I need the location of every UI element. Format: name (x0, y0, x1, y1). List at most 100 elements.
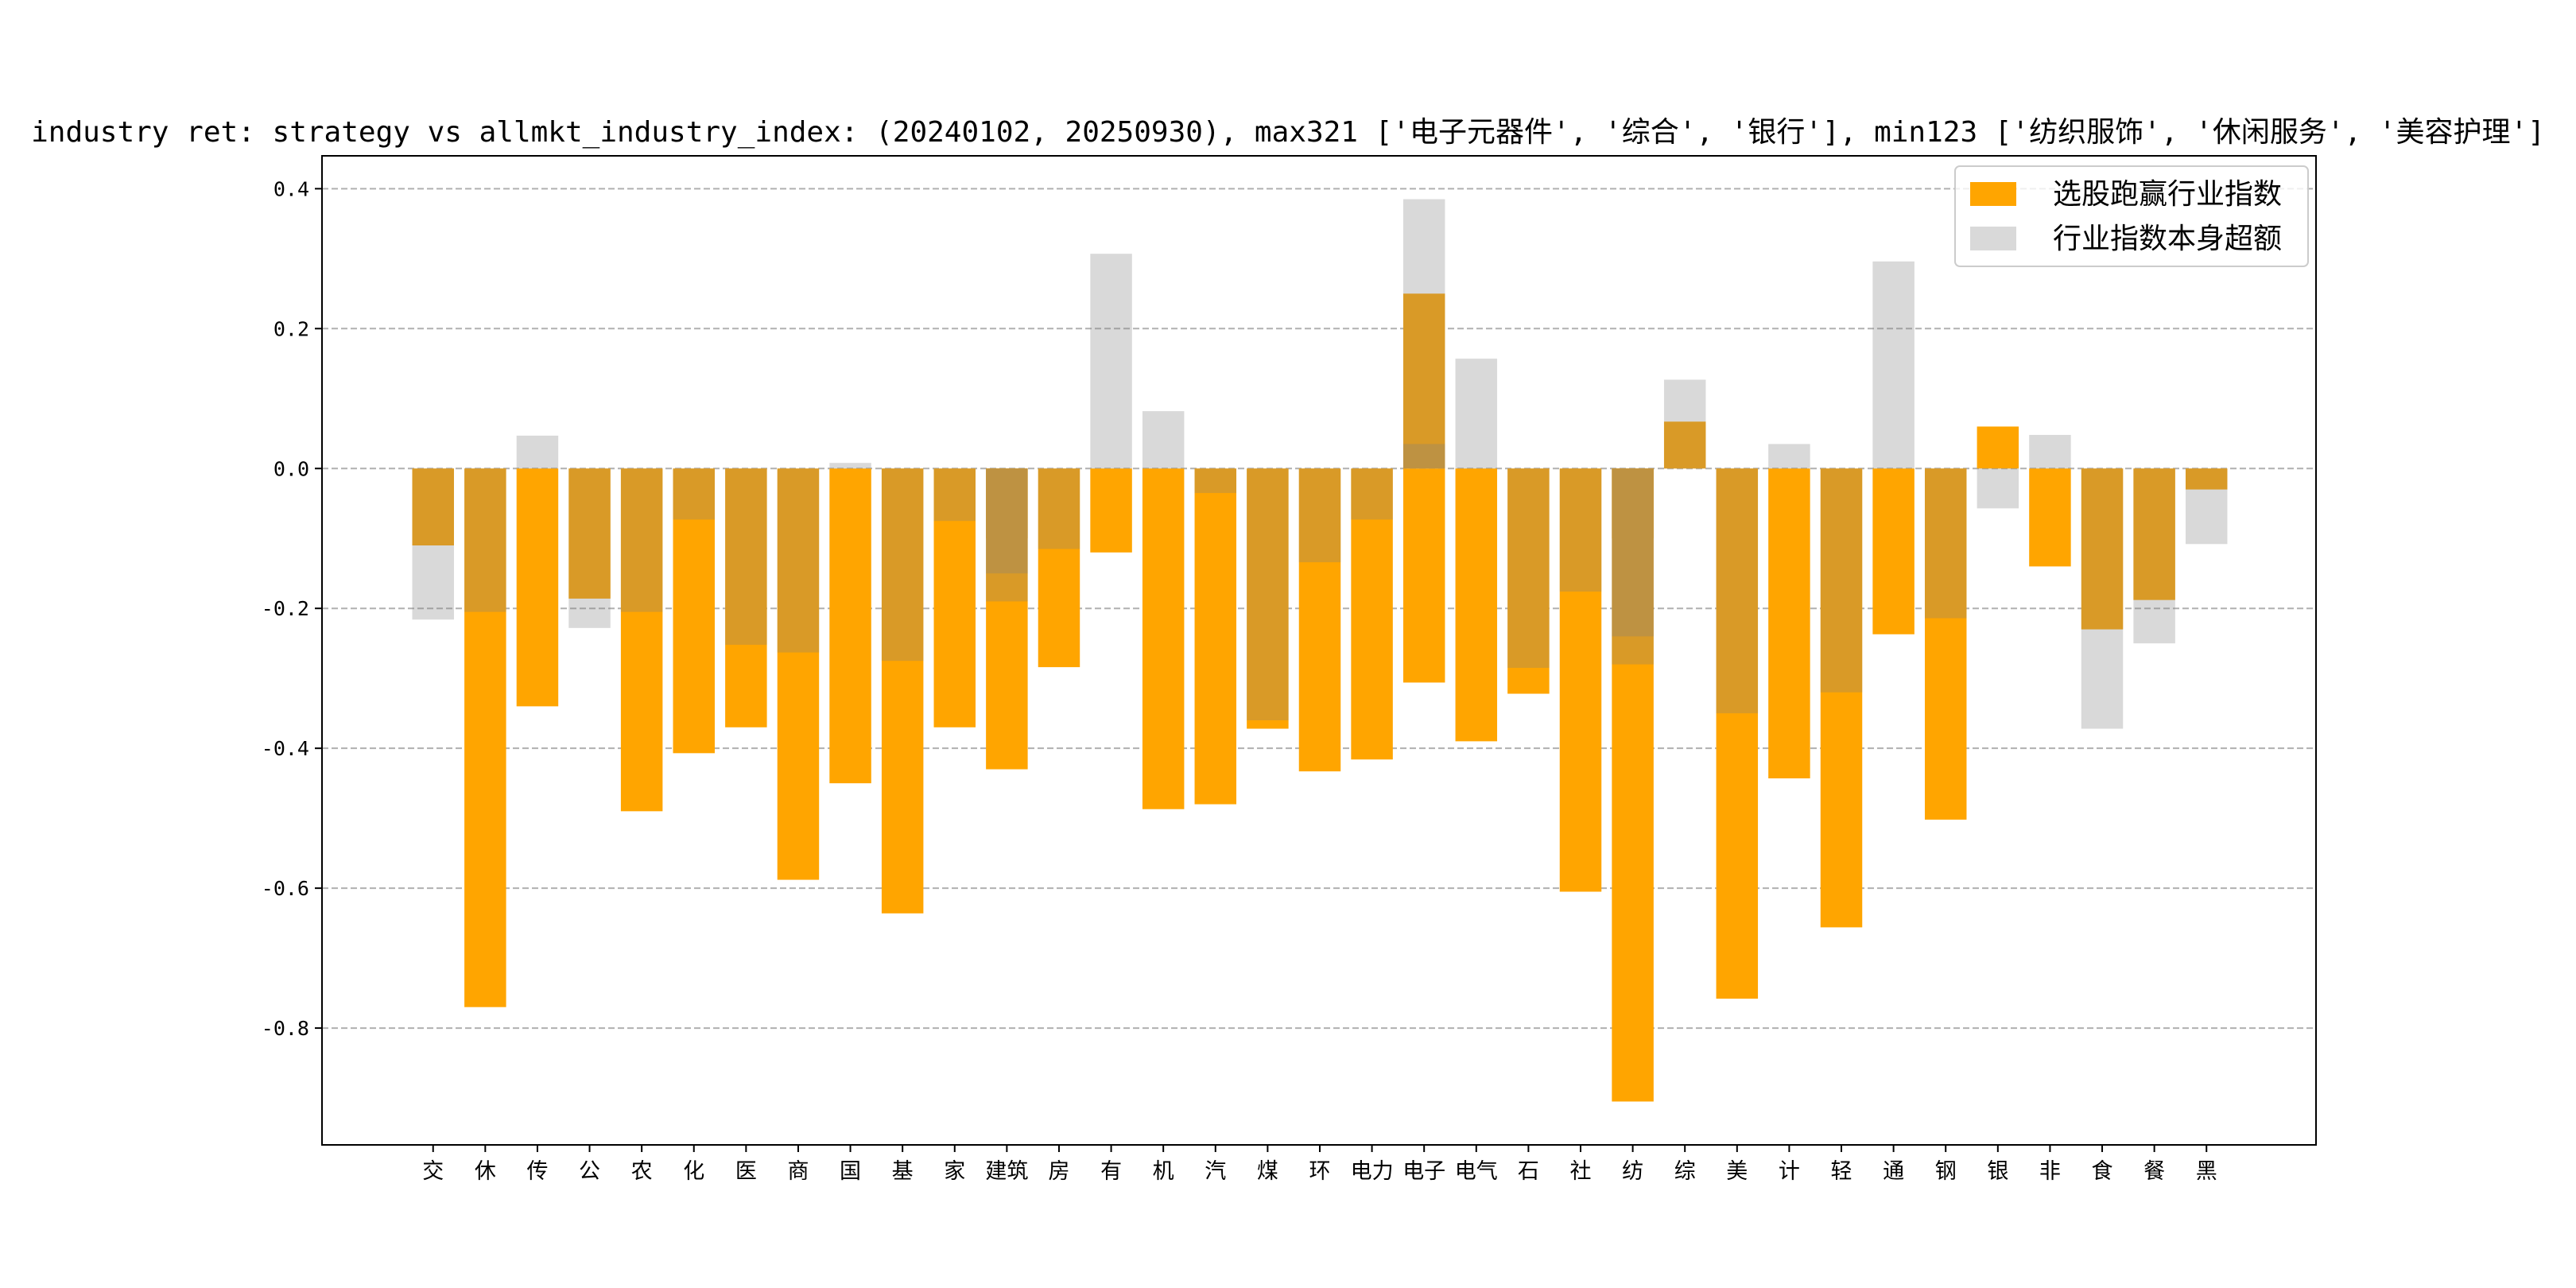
y-tick-label: -0.6 (262, 877, 309, 900)
bar-strategy-社 (1559, 468, 1602, 892)
x-tick-label: 纺 (1622, 1159, 1643, 1184)
x-axis-ticks: 交 休 传 公 农 化 医 商 国 基 家建筑房 有 机 汽 煤 环电力 电子 电气石 社 纺 综 美 计 轻 通 钢 银 非 食 餐 黑 (422, 1145, 2217, 1184)
bar-industry-医 (725, 468, 767, 645)
x-tick-label: 石 (1518, 1159, 1539, 1184)
legend-swatch-strategy (1970, 182, 2016, 206)
x-tick-label: 公 (579, 1159, 600, 1184)
x-tick-label: 房 (1048, 1159, 1069, 1184)
bar-industry-石 (1507, 468, 1550, 668)
bar-strategy-石 (1507, 468, 1550, 694)
legend-swatch-industry (1970, 227, 2016, 250)
bar-industry-餐 (2133, 468, 2175, 644)
bar-strategy-传 (516, 468, 559, 707)
bar-industry-钢 (1924, 468, 1967, 619)
bar-industry-建筑 (986, 468, 1028, 602)
bar-industry-交 (412, 468, 454, 620)
bar-strategy-纺 (1612, 468, 1654, 539)
x-tick-label: 社 (1569, 1159, 1591, 1184)
x-tick-label: 轻 (1831, 1159, 1852, 1184)
bar-industry-环 (1298, 468, 1341, 563)
bar-strategy-家 (933, 468, 976, 727)
x-tick-label: 食 (2092, 1159, 2113, 1184)
bar-industry-房 (1038, 468, 1080, 549)
bar-industry-纺 (1612, 468, 1654, 637)
bar-strategy-休 (464, 468, 506, 1007)
bar-strategy-有 (1090, 468, 1132, 553)
x-tick-label: 家 (944, 1159, 965, 1184)
legend-frame (1954, 165, 2309, 267)
bar-industry-建筑 (986, 468, 1028, 574)
bar-industry-综 (1663, 379, 1706, 469)
x-tick-label: 综 (1674, 1159, 1696, 1184)
x-tick-label: 建筑 (985, 1159, 1028, 1184)
bar-industry-商 (777, 468, 820, 653)
bar-strategy-机 (1142, 468, 1185, 809)
bar-industry-电子 (1402, 444, 1445, 469)
x-tick-label: 环 (1309, 1159, 1330, 1184)
bar-industry-轻 (1820, 468, 1863, 692)
x-tick-label: 医 (735, 1159, 757, 1184)
bar-strategy-汽 (1194, 468, 1237, 805)
y-axis-ticks: 0.4 0.2 0.0 -0.2 -0.4 -0.6 -0.8 (262, 177, 322, 1040)
y-tick-label: -0.8 (262, 1017, 309, 1040)
bar-industry-社 (1559, 468, 1602, 592)
x-tick-label: 餐 (2143, 1159, 2165, 1184)
bar-strategy-化 (673, 468, 715, 754)
bar-industry-家 (933, 468, 976, 522)
x-tick-label: 银 (1987, 1159, 2008, 1184)
bar-strategy-电气 (1455, 468, 1498, 742)
bar-industry-农 (620, 468, 663, 612)
bar-strategy-食 (2081, 468, 2124, 630)
x-tick-label: 电气 (1455, 1159, 1498, 1184)
bar-strategy-房 (1038, 468, 1080, 668)
bar-strategy-国 (829, 468, 871, 784)
legend: 选股跑赢行业指数 行业指数本身超额 (1954, 165, 2309, 267)
bar-industry-传 (516, 435, 559, 469)
bar-strategy-交 (412, 468, 454, 546)
x-tick-label: 煤 (1257, 1159, 1278, 1184)
bar-industry-化 (673, 468, 715, 520)
x-tick-label: 休 (475, 1159, 496, 1184)
bar-industry-纺 (1612, 468, 1654, 665)
bar-strategy-环 (1298, 468, 1341, 772)
bar-industry-公 (568, 468, 611, 628)
bar-strategy-建筑 (986, 468, 1028, 539)
bar-strategy-公 (568, 468, 611, 599)
x-tick-label: 通 (1883, 1159, 1904, 1184)
bar-strategy-餐 (2133, 468, 2175, 600)
bar-strategy-综 (1663, 421, 1706, 469)
bar-industry-有 (1090, 254, 1132, 469)
bar-strategy-电子 (1402, 468, 1445, 683)
x-tick-label: 计 (1779, 1159, 1800, 1184)
industry-bars (412, 199, 2228, 729)
bar-strategy-电力 (1351, 468, 1393, 760)
y-tick-label: 0.0 (274, 457, 309, 480)
bar-industry-电气 (1455, 359, 1498, 469)
x-tick-label: 国 (840, 1159, 861, 1184)
bar-strategy-黑 (2185, 468, 2228, 490)
bar-strategy-医 (725, 468, 767, 727)
x-tick-label: 电力 (1351, 1159, 1394, 1184)
x-tick-label: 基 (892, 1159, 914, 1184)
legend-label-strategy: 选股跑赢行业指数 (2053, 178, 2282, 211)
x-tick-label: 农 (631, 1159, 653, 1184)
y-tick-label: 0.4 (274, 177, 309, 200)
bar-industry-计 (1768, 444, 1810, 469)
bar-strategy-非 (2029, 468, 2071, 567)
bar-strategy-美 (1716, 468, 1759, 999)
bar-strategy-电子 (1402, 293, 1445, 469)
bar-strategy-计 (1768, 468, 1810, 778)
bar-strategy-钢 (1924, 468, 1967, 820)
x-tick-label: 机 (1153, 1159, 1174, 1184)
x-tick-label: 汽 (1205, 1159, 1226, 1184)
bar-strategy-农 (620, 468, 663, 812)
x-tick-label: 电子 (1402, 1159, 1445, 1184)
bar-industry-煤 (1247, 468, 1289, 720)
bar-industry-电子 (1402, 199, 1445, 469)
chart-title: industry ret: strategy vs allmkt_industr… (31, 116, 2545, 149)
x-tick-label: 非 (2039, 1159, 2061, 1184)
bar-industry-美 (1716, 468, 1759, 714)
bar-strategy-商 (777, 468, 820, 880)
x-tick-label: 化 (683, 1159, 704, 1184)
